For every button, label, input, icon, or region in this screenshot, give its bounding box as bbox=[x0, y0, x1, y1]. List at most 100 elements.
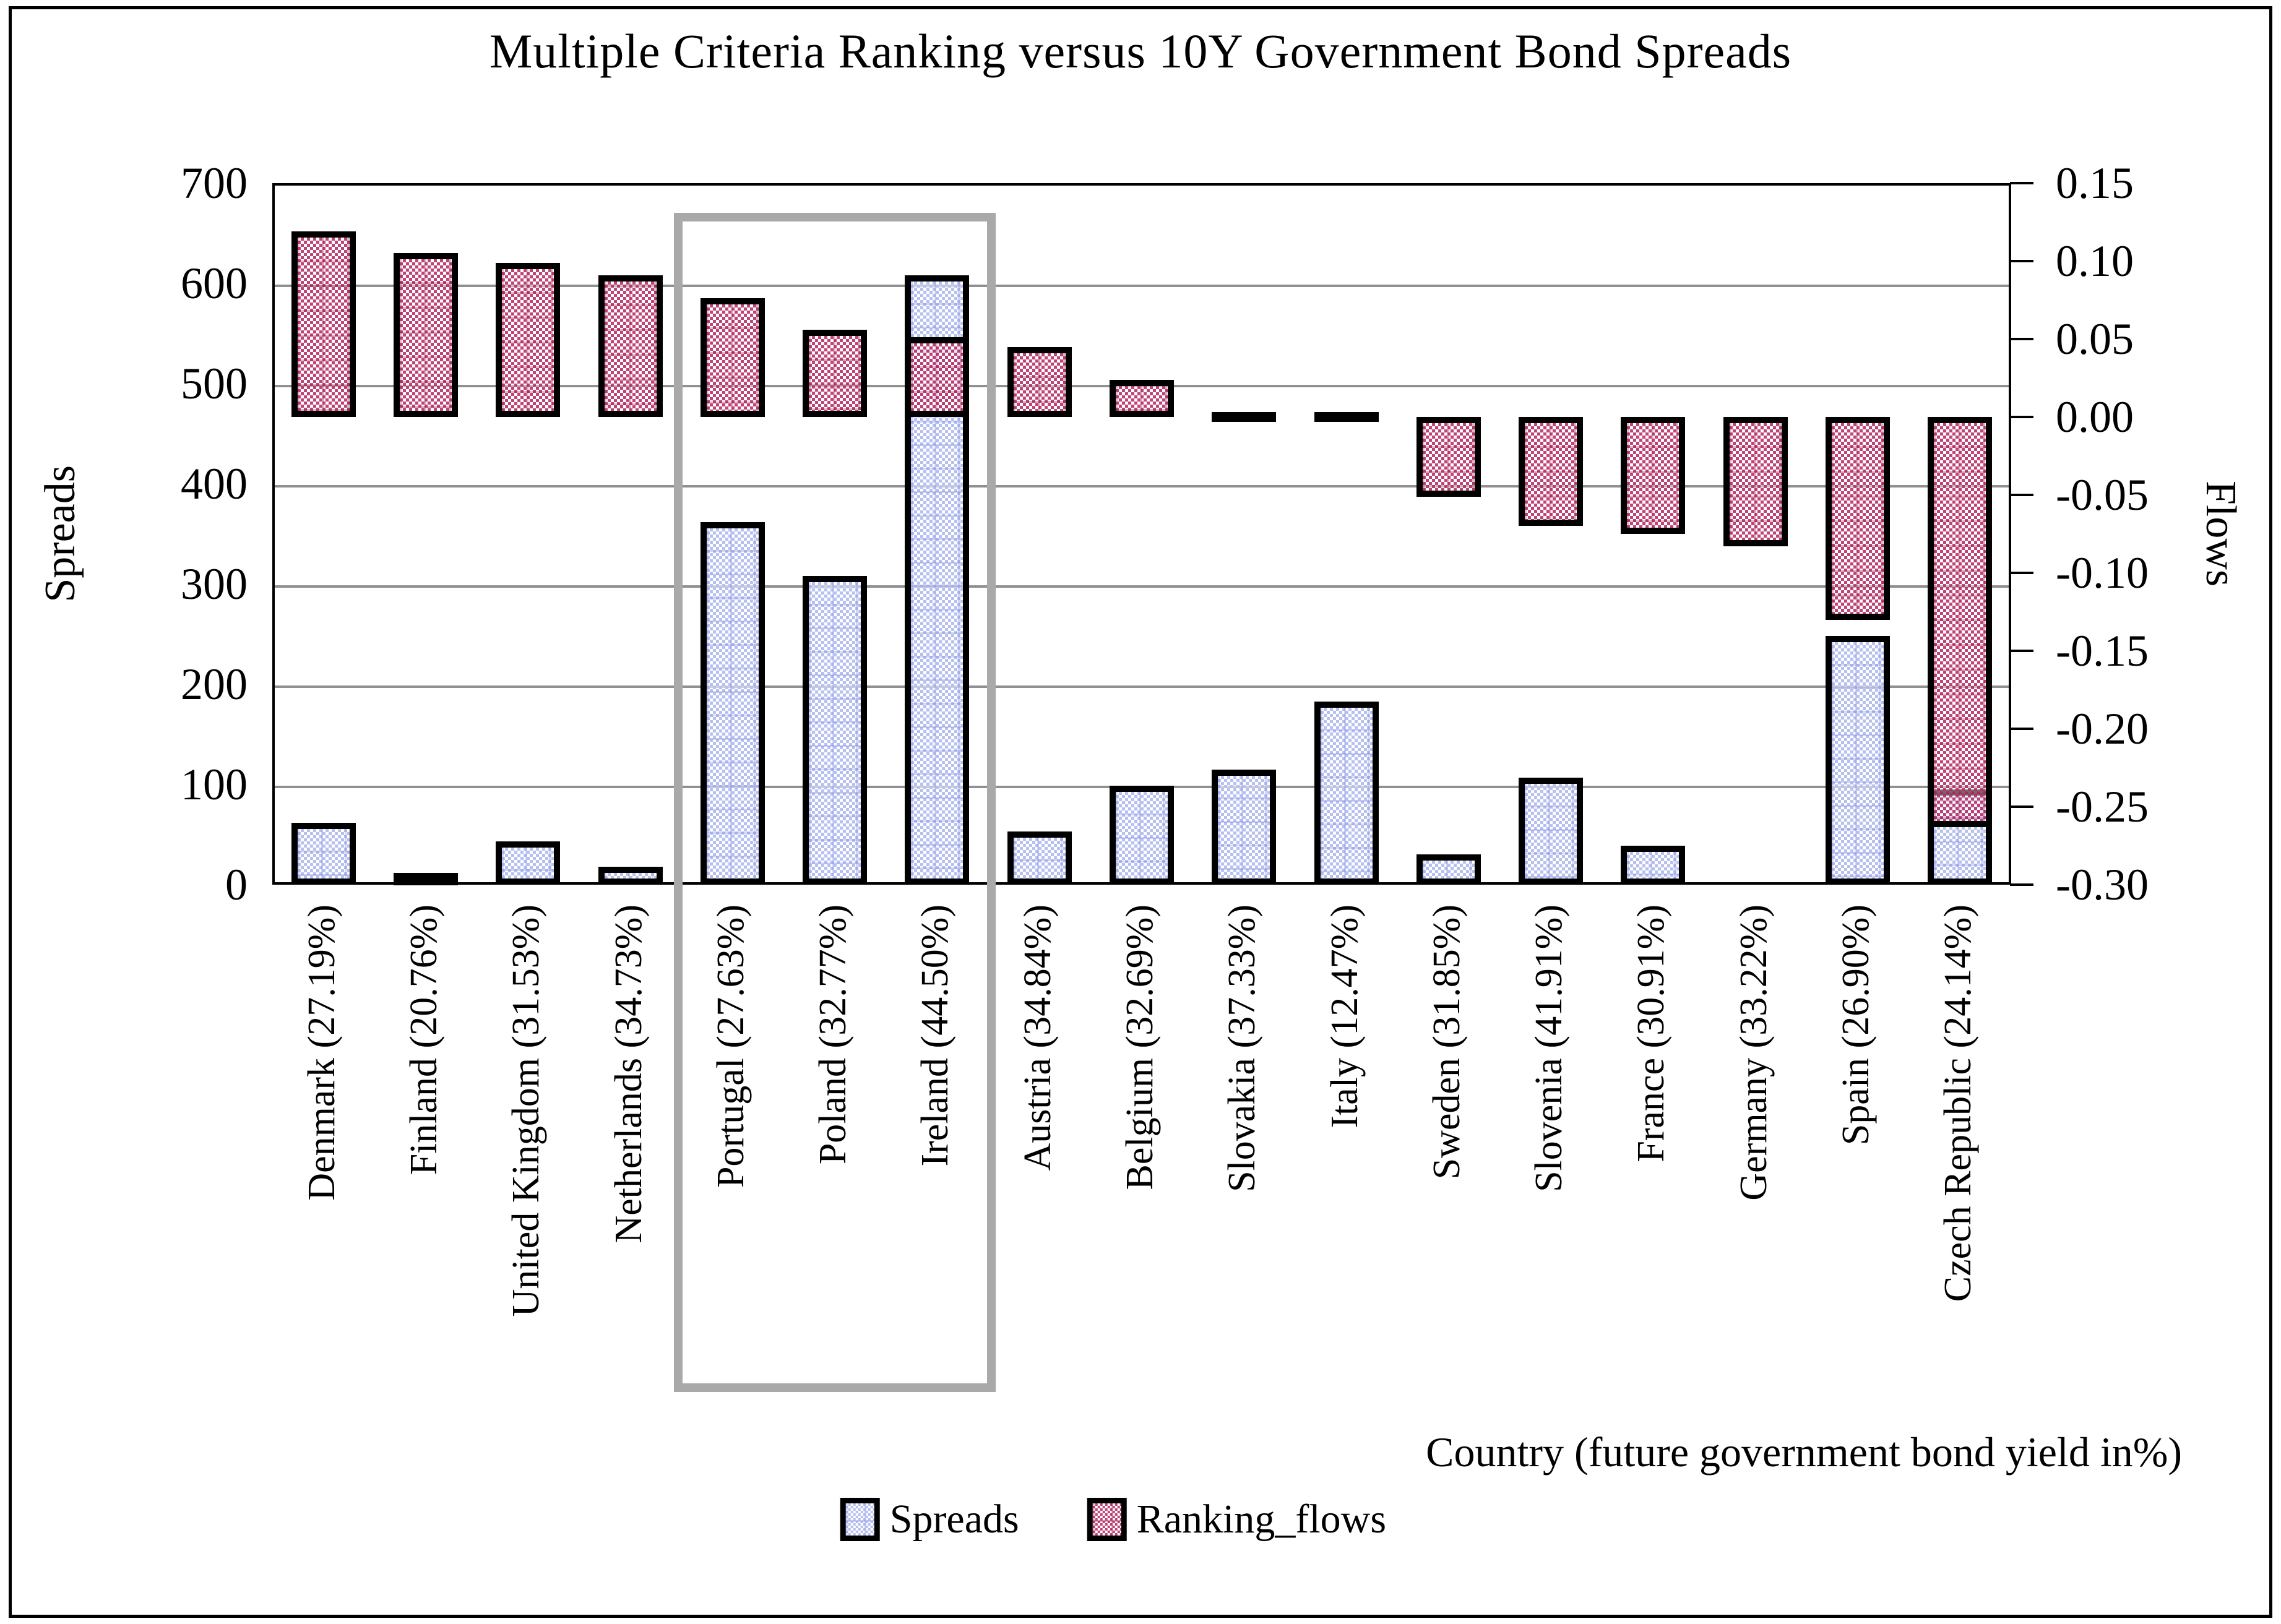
category-label-text: Netherlands (34.73%) bbox=[607, 904, 650, 1244]
spreads-bar bbox=[1110, 785, 1174, 885]
right-axis-tick-label: -0.20 bbox=[2056, 704, 2149, 754]
category-label: Slovakia (37.33%) bbox=[1220, 904, 1264, 1202]
category-label-text: Slovenia (41.91%) bbox=[1528, 904, 1571, 1192]
gridline bbox=[275, 685, 2009, 688]
category-label: Denmark (27.19%) bbox=[300, 904, 344, 1211]
chart-title: Multiple Criteria Ranking versus 10Y Gov… bbox=[489, 24, 1792, 78]
left-axis-tick-label: 300 bbox=[181, 559, 248, 609]
spreads-bar bbox=[393, 872, 458, 885]
ranking-flows-bar bbox=[1723, 417, 1788, 547]
legend: Spreads Ranking_flows bbox=[840, 1496, 1386, 1543]
right-axis-tick-mark bbox=[2010, 806, 2033, 808]
category-label: France (30.91%) bbox=[1629, 904, 1673, 1172]
ranking-flows-zero-dash bbox=[1212, 412, 1277, 422]
ranking-flows-bar bbox=[291, 231, 356, 417]
gridline bbox=[275, 485, 2009, 488]
x-axis-title: Country (future government bond yield in… bbox=[1426, 1429, 2182, 1476]
ranking-flows-zero-dash bbox=[1314, 412, 1379, 422]
category-label: Austria (34.84%) bbox=[1016, 904, 1060, 1180]
left-axis-tick-label: 0 bbox=[225, 860, 248, 909]
gridline bbox=[275, 585, 2009, 588]
ranking-flows-bar bbox=[393, 253, 458, 417]
category-label: Netherlands (34.73%) bbox=[607, 904, 651, 1253]
ranking-flows-bar bbox=[905, 337, 970, 417]
spreads-bar bbox=[1212, 769, 1277, 885]
category-label-text: Germany (33.22%) bbox=[1732, 904, 1775, 1201]
legend-label-spreads: Spreads bbox=[889, 1497, 1019, 1542]
spreads-swatch bbox=[840, 1498, 880, 1541]
right-axis-tick-mark bbox=[2010, 338, 2033, 340]
right-axis-tick-mark bbox=[2010, 182, 2033, 184]
left-axis-tick-label: 100 bbox=[181, 760, 248, 809]
spreads-bar bbox=[700, 522, 765, 885]
left-axis-tick-label: 200 bbox=[181, 659, 248, 709]
category-label: Germany (33.22%) bbox=[1732, 904, 1776, 1211]
category-label-text: Austria (34.84%) bbox=[1016, 904, 1059, 1171]
ranking-flows-bar bbox=[803, 329, 868, 417]
right-axis-tick-label: 0.00 bbox=[2056, 392, 2134, 442]
legend-label-ranking-flows: Ranking_flows bbox=[1136, 1497, 1387, 1542]
ranking-flows-bar bbox=[598, 275, 663, 417]
spreads-bar bbox=[803, 576, 868, 885]
right-axis-tick-mark bbox=[2010, 650, 2033, 652]
right-axis-tick-label: -0.05 bbox=[2056, 470, 2149, 520]
right-axis-tick-label: -0.30 bbox=[2056, 860, 2149, 909]
left-axis-tick-label: 500 bbox=[181, 359, 248, 408]
spreads-bar bbox=[1314, 701, 1379, 885]
right-axis-title: Flows bbox=[2197, 481, 2244, 587]
ranking-flows-bar bbox=[1110, 379, 1174, 417]
spreads-bar bbox=[496, 841, 561, 885]
category-label: Czech Republic (24.14%) bbox=[1936, 904, 1980, 1312]
ranking-flows-bar bbox=[700, 298, 765, 417]
spreads-bar bbox=[1416, 854, 1481, 885]
right-axis-title-wrap: Flows bbox=[2196, 183, 2245, 885]
highlight-box bbox=[674, 213, 996, 1392]
category-label-text: Czech Republic (24.14%) bbox=[1937, 904, 1980, 1302]
category-label: Italy (12.47%) bbox=[1323, 904, 1367, 1138]
right-axis-tick-label: 0.05 bbox=[2056, 314, 2134, 364]
category-label-text: Finland (20.76%) bbox=[402, 904, 445, 1175]
ranking-flows-bar bbox=[1826, 417, 1891, 620]
spreads-bar bbox=[1621, 845, 1686, 885]
right-axis-tick-label: -0.15 bbox=[2056, 626, 2149, 676]
left-axis-tick-label: 600 bbox=[181, 259, 248, 308]
spreads-bar bbox=[1519, 777, 1584, 885]
category-label: Sweden (31.85%) bbox=[1425, 904, 1469, 1189]
right-axis-tick-label: 0.10 bbox=[2056, 236, 2134, 286]
category-label: United Kingdom (31.53%) bbox=[504, 904, 548, 1326]
ranking-flows-bar bbox=[1621, 417, 1686, 534]
right-axis-tick-mark bbox=[2010, 728, 2033, 730]
right-axis-tick-mark bbox=[2010, 416, 2033, 418]
ranking-flows-bar bbox=[1519, 417, 1584, 526]
spreads-bar bbox=[291, 822, 356, 885]
gridline bbox=[275, 285, 2009, 287]
ranking-flows-swatch bbox=[1087, 1498, 1127, 1541]
legend-item-spreads: Spreads bbox=[840, 1496, 1019, 1543]
ranking-flows-bar bbox=[1007, 346, 1072, 417]
category-label-text: Slovakia (37.33%) bbox=[1221, 904, 1264, 1192]
category-label-text: Sweden (31.85%) bbox=[1425, 904, 1468, 1180]
spreads-bar bbox=[1007, 831, 1072, 885]
category-label-text: Denmark (27.19%) bbox=[300, 904, 343, 1201]
category-label-text: France (30.91%) bbox=[1630, 904, 1673, 1162]
ranking-flows-bar bbox=[1416, 417, 1481, 497]
category-label: Slovenia (41.91%) bbox=[1527, 904, 1571, 1202]
spreads-bar bbox=[1826, 636, 1891, 885]
category-label-text: United Kingdom (31.53%) bbox=[505, 904, 548, 1317]
left-axis-tick-label: 700 bbox=[181, 158, 248, 208]
category-label-text: Belgium (32.69%) bbox=[1119, 904, 1161, 1190]
right-axis-tick-mark bbox=[2010, 494, 2033, 496]
right-axis-tick-label: -0.25 bbox=[2056, 782, 2149, 831]
right-axis-tick-label: -0.10 bbox=[2056, 548, 2149, 598]
spreads-bar bbox=[598, 866, 663, 885]
right-axis-tick-label: 0.15 bbox=[2056, 158, 2134, 208]
right-axis-tick-mark bbox=[2010, 572, 2033, 574]
left-axis-tick-label: 400 bbox=[181, 459, 248, 509]
right-axis-tick-mark bbox=[2010, 260, 2033, 262]
category-label: Spain (26.90%) bbox=[1834, 904, 1878, 1155]
category-label: Finland (20.76%) bbox=[402, 904, 446, 1185]
category-label: Belgium (32.69%) bbox=[1118, 904, 1162, 1200]
right-axis-tick-mark bbox=[2010, 883, 2033, 886]
ranking-flows-bar bbox=[1928, 417, 1993, 827]
ranking-flows-bar bbox=[496, 262, 561, 417]
